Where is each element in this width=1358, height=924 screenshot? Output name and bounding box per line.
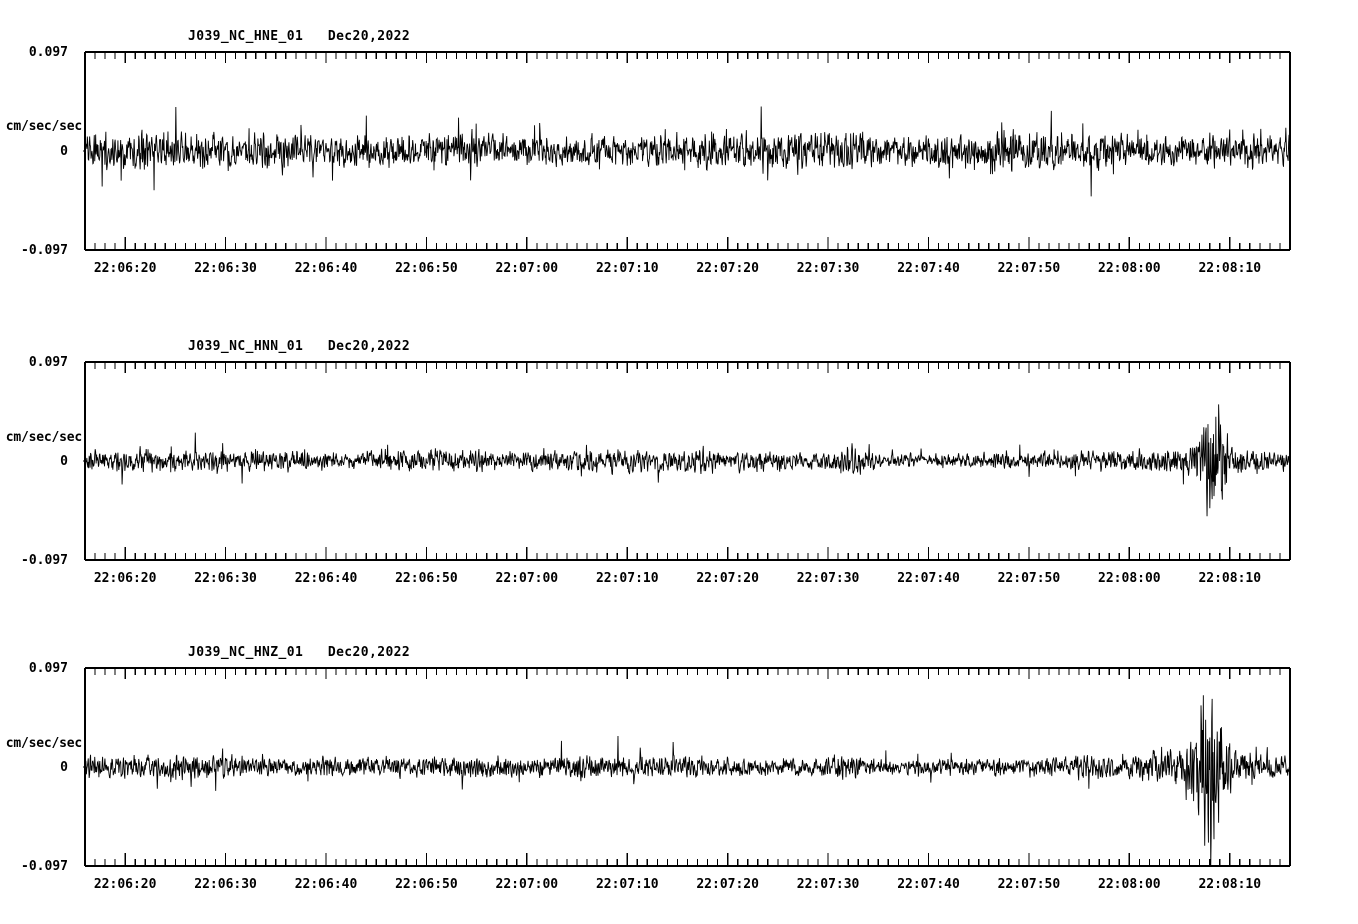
x-axis-tick-label: 22:06:20 [93, 261, 157, 276]
seismogram-plot-hne [83, 51, 1291, 251]
x-axis-tick-label: 22:07:20 [696, 261, 759, 276]
x-axis-tick-label: 22:08:10 [1198, 261, 1262, 276]
seismogram-panel-hnz: J039_NC_HNZ_01 Dec20,2022 0.097 cm/sec/s… [0, 613, 1358, 913]
x-axis-tick-label: 22:06:20 [93, 877, 157, 892]
x-axis-tick-label: 22:06:30 [194, 877, 257, 892]
y-axis-units-label-hne: cm/sec/sec [5, 119, 82, 134]
waveform-trace [84, 404, 1291, 517]
x-axis-tick-label: 22:07:00 [495, 877, 559, 892]
panel-title-hnn: J039_NC_HNN_01 Dec20,2022 [188, 339, 411, 354]
y-axis-max-label-hnz: 0.097 [28, 661, 68, 676]
x-axis-tick-label: 22:08:00 [1098, 877, 1161, 892]
x-axis-tick-label: 22:08:00 [1098, 261, 1161, 276]
x-axis-tick-label: 22:06:50 [395, 877, 458, 892]
x-axis-tick-label: 22:07:40 [897, 877, 960, 892]
y-axis-units-label-hnz: cm/sec/sec [5, 736, 82, 751]
x-axis-tick-label: 22:07:20 [696, 571, 759, 586]
panel-title-hnz: J039_NC_HNZ_01 Dec20,2022 [188, 645, 411, 660]
x-axis-tick-label: 22:08:10 [1198, 571, 1262, 586]
waveform-trace [84, 695, 1291, 866]
y-axis-units-label-hnn: cm/sec/sec [5, 430, 82, 445]
x-axis-tick-label: 22:06:50 [395, 261, 458, 276]
y-axis-min-label-hnz: -0.097 [21, 859, 68, 874]
x-axis-tick-label: 22:07:40 [897, 261, 960, 276]
x-axis-tick-label: 22:07:10 [595, 571, 659, 586]
seismogram-panel-hne: J039_NC_HNE_01 Dec20,2022 0.097 cm/sec/s… [0, 0, 1358, 300]
x-axis-tick-label: 22:07:20 [696, 877, 759, 892]
x-axis-tick-label: 22:07:00 [495, 261, 559, 276]
x-axis-tick-label: 22:07:30 [796, 571, 860, 586]
x-axis-tick-label: 22:06:50 [395, 571, 458, 586]
seismogram-plot-hnz [83, 667, 1291, 867]
x-axis-tick-label: 22:07:50 [997, 877, 1061, 892]
x-axis-tick-label: 22:06:30 [194, 571, 257, 586]
x-axis-tick-label: 22:07:00 [495, 571, 559, 586]
y-axis-max-label-hnn: 0.097 [28, 355, 68, 370]
y-axis-zero-label-hnn: 0 [60, 454, 68, 469]
x-axis-tick-label: 22:06:40 [294, 877, 358, 892]
x-axis-tick-label: 22:07:30 [796, 877, 860, 892]
x-axis-tick-label: 22:07:50 [997, 571, 1061, 586]
seismogram-plot-hnn [83, 361, 1291, 561]
x-axis-tick-label: 22:06:30 [194, 261, 257, 276]
y-axis-min-label-hne: -0.097 [21, 243, 68, 258]
x-axis-tick-label: 22:07:50 [997, 261, 1061, 276]
panel-title-hne: J039_NC_HNE_01 Dec20,2022 [188, 29, 411, 44]
seismogram-panel-hnn: J039_NC_HNN_01 Dec20,2022 0.097 cm/sec/s… [0, 305, 1358, 605]
y-axis-zero-label-hne: 0 [60, 144, 68, 159]
waveform-trace [84, 106, 1291, 197]
x-axis-tick-label: 22:07:10 [595, 261, 659, 276]
x-axis-tick-label: 22:07:10 [595, 877, 659, 892]
x-axis-tick-label: 22:07:30 [796, 261, 860, 276]
x-axis-tick-label: 22:06:20 [93, 571, 157, 586]
y-axis-zero-label-hnz: 0 [60, 760, 68, 775]
y-axis-min-label-hnn: -0.097 [21, 553, 68, 568]
x-axis-tick-label: 22:06:40 [294, 261, 358, 276]
x-axis-tick-label: 22:06:40 [294, 571, 358, 586]
x-axis-tick-label: 22:08:10 [1198, 877, 1262, 892]
y-axis-max-label-hne: 0.097 [28, 45, 68, 60]
x-axis-tick-label: 22:08:00 [1098, 571, 1161, 586]
x-axis-tick-label: 22:07:40 [897, 571, 960, 586]
